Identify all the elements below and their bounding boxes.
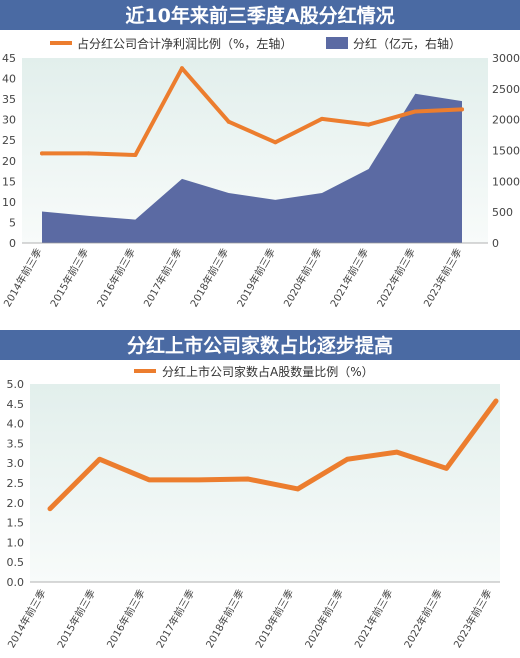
line-point (40, 151, 44, 156)
y-left-tick-label: 30 (2, 114, 16, 127)
x-tick-label: 2020年前三季 (281, 246, 325, 309)
x-tick-label: 2021年前三季 (327, 246, 371, 309)
y-tick-label: 2.0 (7, 497, 25, 510)
line-point (146, 477, 152, 483)
legend-line-label: 占分红公司合计净利润比例（%，左轴） (77, 36, 292, 51)
y-right-tick-label: 1500 (492, 145, 520, 158)
line-point (97, 457, 102, 462)
line-point (413, 109, 418, 114)
legend-area-swatch (326, 37, 348, 49)
x-tick-label: 2016年前三季 (104, 587, 148, 650)
x-tick-label: 2022年前三季 (374, 246, 418, 309)
y-left-tick-label: 35 (2, 93, 16, 106)
y-tick-label: 2.5 (7, 477, 25, 490)
y-left-tick-label: 10 (2, 196, 16, 209)
line-series-profit-ratio (40, 66, 464, 158)
line-point (196, 477, 201, 483)
chart1-x-ticks: 2014年前三季 2015年前三季 2016年前三季 2017年前三季 2018年前三季… (1, 246, 465, 309)
chart1-area-layer (42, 93, 462, 244)
line-point (460, 107, 464, 112)
y-tick-label: 5.0 (7, 378, 25, 391)
x-tick-label: 2023年前三季 (421, 246, 465, 309)
y-tick-label: 3.5 (7, 437, 25, 450)
line-point (180, 66, 184, 71)
line-point (273, 140, 278, 145)
x-tick-label: 2015年前三季 (54, 587, 98, 650)
chart2-legend: 分红上市公司家数占A股数量比例（%） (134, 364, 374, 379)
y-right-tick-label: 3000 (492, 52, 520, 65)
line-point (444, 466, 449, 471)
y-tick-label: 0.5 (7, 556, 25, 569)
line-point (47, 506, 53, 511)
line-point (246, 476, 251, 482)
line-point (320, 116, 324, 121)
y-right-tick-label: 2000 (492, 114, 520, 127)
x-tick-label: 2019年前三季 (234, 246, 278, 309)
chart1-right-axis: 0 500 1000 1500 2000 2500 3000 (492, 52, 520, 250)
y-left-tick-label: 25 (2, 134, 16, 147)
chart2-x-ticks: 2014年前三季 2015年前三季 2016年前三季 2017年前三季 2018年前三季… (5, 587, 495, 650)
y-right-tick-label: 500 (492, 206, 513, 219)
chart2-header (0, 330, 520, 360)
chart1-left-axis: 0 5 10 15 20 25 30 35 40 45 (2, 52, 16, 250)
area-series-dividends (42, 93, 462, 244)
legend-area-label: 分红（亿元，右轴） (353, 36, 461, 51)
line-point (295, 486, 300, 492)
y-tick-label: 4.5 (7, 398, 25, 411)
line-point (366, 122, 371, 127)
x-tick-label: 2018年前三季 (187, 246, 231, 309)
y-tick-label: 1.5 (7, 517, 25, 530)
line-point (394, 449, 400, 455)
line-series-share (47, 398, 499, 512)
line-point (345, 457, 350, 462)
y-tick-label: 0.0 (7, 576, 25, 589)
chart2-title: 分红上市公司家数占比逐步提高 (127, 334, 393, 357)
line-point (226, 119, 231, 124)
y-tick-label: 4.0 (7, 418, 25, 431)
y-left-tick-label: 5 (9, 216, 16, 229)
x-tick-label: 2022年前三季 (401, 587, 445, 650)
chart2-y-axis: 0.0 0.5 1.0 1.5 2.0 2.5 3.0 3.5 4.0 4.5 5.0 (7, 378, 25, 589)
y-right-tick-label: 2500 (492, 83, 520, 96)
y-left-tick-label: 40 (2, 73, 16, 86)
x-tick-label: 2017年前三季 (153, 587, 197, 650)
chart2-line-layer (47, 398, 499, 512)
y-left-tick-label: 45 (2, 52, 16, 65)
y-right-tick-label: 0 (492, 237, 499, 250)
y-tick-label: 3.0 (7, 457, 25, 470)
x-tick-label: 2020年前三季 (302, 587, 346, 650)
legend-line-label: 分红上市公司家数占A股数量比例（%） (162, 364, 374, 379)
x-tick-label: 2014年前三季 (5, 587, 49, 650)
x-tick-label: 2019年前三季 (252, 587, 296, 650)
line-point (86, 151, 91, 156)
x-tick-label: 2021年前三季 (352, 587, 396, 650)
line-point (133, 153, 138, 158)
x-tick-label: 2015年前三季 (47, 246, 91, 309)
x-tick-label: 2023年前三季 (451, 587, 495, 650)
x-tick-label: 2017年前三季 (141, 246, 185, 309)
line-point (493, 398, 499, 404)
x-tick-label: 2016年前三季 (94, 246, 138, 309)
y-left-tick-label: 15 (2, 175, 16, 188)
chart1-title: 近10年来前三季度A股分红情况 (125, 4, 394, 27)
chart1-legend: 占分红公司合计净利润比例（%，左轴） 分红（亿元，右轴） (50, 36, 461, 51)
y-left-tick-label: 20 (2, 155, 16, 168)
chart1-line-layer (40, 66, 464, 158)
y-right-tick-label: 1000 (492, 175, 520, 188)
chart1-header (0, 0, 520, 30)
y-left-tick-label: 0 (9, 237, 16, 250)
x-tick-label: 2014年前三季 (1, 246, 45, 309)
y-tick-label: 1.0 (7, 536, 25, 549)
x-tick-label: 2018年前三季 (203, 587, 247, 650)
